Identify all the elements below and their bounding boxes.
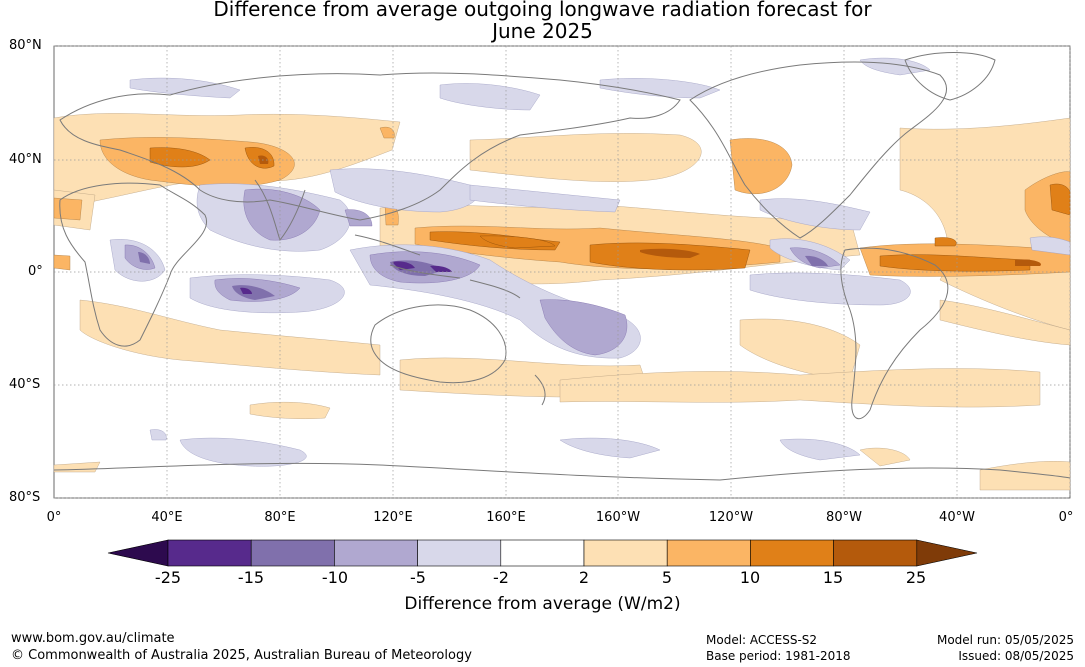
lon-label-40e: 40°E bbox=[151, 510, 183, 525]
colorbar-tick-label: -2 bbox=[493, 568, 509, 587]
footer-model: Model: ACCESS-S2 bbox=[706, 633, 818, 647]
map-title-line2: June 2025 bbox=[492, 19, 593, 43]
south-america-coast bbox=[840, 247, 949, 420]
footer-url: www.bom.gov.au/climate bbox=[11, 631, 175, 646]
colorbar-segment bbox=[583, 539, 668, 567]
europe-asia-coast bbox=[59, 72, 681, 221]
colorbar-tick-label: -15 bbox=[237, 568, 265, 587]
colorbar-tick-label: -10 bbox=[321, 568, 349, 587]
colorbar-segment bbox=[417, 539, 502, 567]
colorbar-segment bbox=[167, 539, 252, 567]
colorbar-extend-low bbox=[107, 539, 169, 567]
colorbar-tick-label: -25 bbox=[154, 568, 182, 587]
india-coast bbox=[254, 179, 306, 242]
lon-label-120e: 120°E bbox=[373, 510, 413, 525]
colorbar-tick-label: 10 bbox=[739, 568, 761, 587]
footer-copyright: © Commonwealth of Australia 2025, Austra… bbox=[11, 648, 472, 663]
colorbar-tick-label: 5 bbox=[661, 568, 673, 587]
new-zealand-coast bbox=[534, 374, 546, 406]
lon-label-80e: 80°E bbox=[264, 510, 296, 525]
colorbar-tick-label: -5 bbox=[410, 568, 426, 587]
colorbar-title: Difference from average (W/m2) bbox=[404, 594, 681, 614]
colorbar-tick-label: 25 bbox=[905, 568, 927, 587]
greenland-coast bbox=[904, 52, 996, 101]
australia-coast bbox=[370, 304, 507, 384]
lat-label-0: 0° bbox=[28, 264, 43, 279]
lat-label-80s: 80°S bbox=[9, 490, 41, 505]
colorbar-tick-label: 15 bbox=[822, 568, 844, 587]
lat-label-80n: 80°N bbox=[9, 38, 42, 53]
north-america-coast bbox=[689, 61, 947, 239]
footer-issued: Issued: 08/05/2025 bbox=[958, 649, 1074, 663]
lon-label-160w: 160°W bbox=[595, 510, 641, 525]
colorbar-segment bbox=[833, 539, 918, 567]
colorbar-segment bbox=[666, 539, 751, 567]
coastlines bbox=[53, 52, 1071, 481]
lon-label-120w: 120°W bbox=[708, 510, 754, 525]
lon-label-0-east: 0° bbox=[1058, 510, 1074, 525]
lon-label-160e: 160°E bbox=[486, 510, 526, 525]
lon-label-0-west: 0° bbox=[46, 510, 62, 525]
lat-label-40n: 40°N bbox=[9, 152, 42, 167]
anomaly-negative-15-25 bbox=[240, 261, 452, 294]
colorbar-segment bbox=[334, 539, 418, 567]
map-title-line1: Difference from average outgoing longwav… bbox=[213, 0, 872, 21]
maritime-continent-coast bbox=[354, 234, 521, 299]
footer-base-period: Base period: 1981-2018 bbox=[706, 649, 851, 663]
antarctica-coast bbox=[53, 462, 1071, 481]
colorbar-tick-label: 2 bbox=[578, 568, 590, 587]
lon-label-80w: 80°W bbox=[826, 510, 862, 525]
colorbar-segment bbox=[250, 539, 335, 567]
africa-coast bbox=[59, 182, 208, 347]
graticule bbox=[54, 45, 1071, 499]
lat-label-40s: 40°S bbox=[9, 377, 41, 392]
colorbar-segment bbox=[500, 539, 585, 567]
colorbar-extend-high bbox=[916, 539, 978, 567]
colorbar-segment bbox=[750, 539, 834, 567]
footer-model-run: Model run: 05/05/2025 bbox=[936, 633, 1074, 647]
lon-label-40w: 40°W bbox=[939, 510, 975, 525]
